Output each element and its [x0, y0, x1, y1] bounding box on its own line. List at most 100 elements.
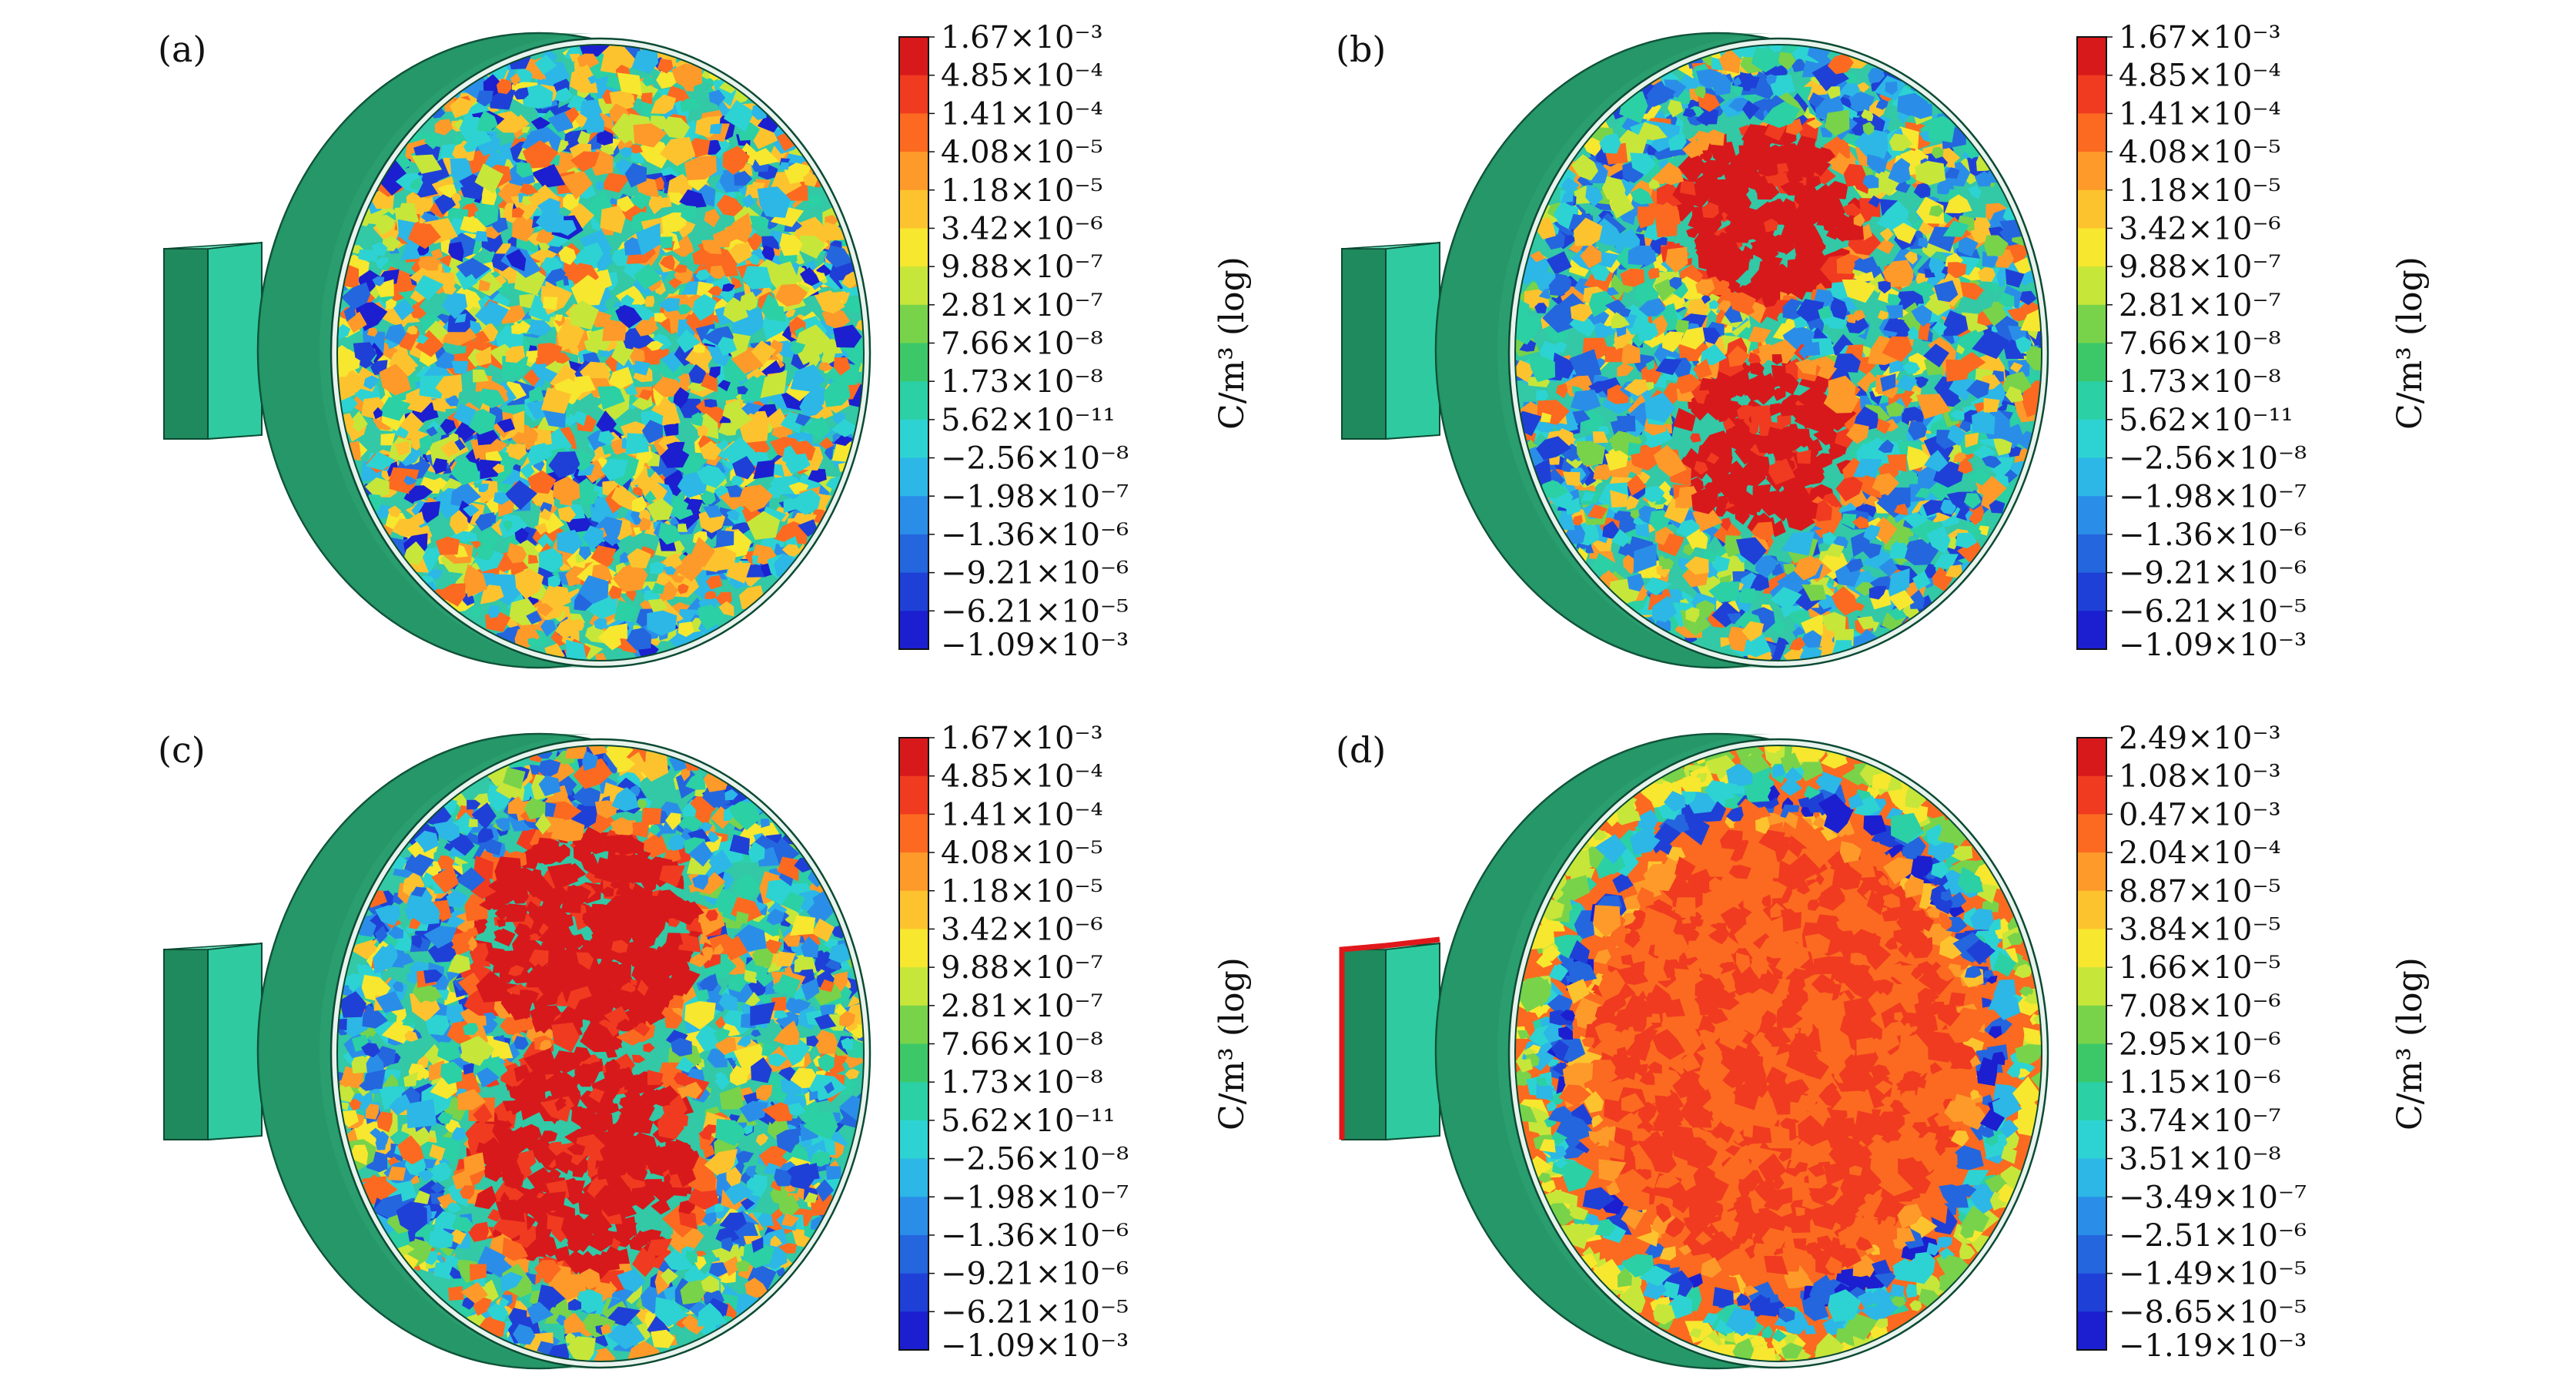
face-cell: [679, 189, 707, 209]
colorbar-segment: [2077, 496, 2106, 535]
face-cell: [535, 208, 565, 233]
face-cell: [590, 545, 617, 568]
colorbar-segment: [899, 189, 928, 229]
disk-rim-shade: [1436, 33, 1778, 668]
colorbar-tick-label: −1.36×10⁻⁶: [941, 517, 1129, 553]
panel-b: (b) 1.67×10⁻³4.85×10⁻⁴1.41×10⁻⁴4.08×10⁻⁵1…: [1336, 20, 2430, 669]
face-cell: [746, 511, 781, 540]
colorbar-tick-label: 9.88×10⁻⁷: [941, 249, 1103, 285]
face-cell: [639, 517, 652, 531]
face-cell: [521, 84, 554, 109]
face-cell: [450, 458, 481, 486]
face-cell: [647, 610, 677, 636]
face-cell: [757, 186, 791, 218]
face-cell: [625, 433, 649, 455]
face-cell: [641, 92, 653, 105]
face-cell: [790, 364, 826, 392]
face-cell: [426, 426, 438, 437]
colorbar-tick-label: −1.36×10⁻⁶: [2119, 517, 2307, 553]
face-cell: [597, 129, 614, 146]
face-cell: [456, 257, 491, 283]
face-cell: [799, 396, 824, 417]
face-cell: [582, 525, 604, 550]
face-cell: [716, 530, 734, 548]
face-cell: [437, 184, 457, 199]
colorbar-tick-label: 4.08×10⁻⁵: [2119, 135, 2281, 170]
face-cell: [647, 598, 667, 614]
face-cell: [695, 269, 711, 281]
face-cell: [1617, 416, 1636, 432]
face-cell: [742, 266, 773, 290]
face-cell: [564, 106, 580, 124]
face-cell: [741, 484, 773, 513]
face-cell: [453, 403, 477, 427]
face-cell: [697, 465, 727, 488]
face-cell: [534, 55, 557, 75]
face-cell: [658, 236, 673, 249]
colorbar-segment: [2077, 343, 2106, 382]
face-cell: [451, 360, 469, 374]
face-cell: [662, 566, 677, 575]
face-cell: [450, 158, 468, 173]
face-cell: [533, 427, 552, 447]
tab-front: [207, 942, 263, 1141]
face-cell: [642, 75, 654, 87]
face-cell: [701, 239, 722, 255]
face-cell: [413, 275, 444, 301]
face-cell: [718, 601, 734, 617]
colorbar-tick-label: 1.18×10⁻⁵: [941, 173, 1103, 209]
face-cell: [698, 604, 721, 631]
face-cell: [502, 356, 529, 381]
face-cell: [448, 241, 464, 263]
face-cell: [1989, 282, 2001, 293]
tab-top: [1341, 242, 1440, 249]
colorbar-tick-label: 2.81×10⁻⁷: [941, 288, 1103, 323]
face-cell: [365, 451, 396, 471]
face-cell: [452, 193, 462, 203]
face-cell: [703, 504, 722, 518]
face-cell: [825, 476, 841, 491]
face-cell: [537, 343, 563, 367]
face-cell: [780, 411, 803, 434]
face-cell: [822, 338, 843, 354]
face-cell: [527, 442, 554, 467]
face-cell: [693, 344, 706, 353]
face-cell: [554, 87, 574, 102]
face-cell: [558, 193, 580, 211]
face-cell: [602, 318, 627, 341]
face-cell: [460, 216, 487, 233]
face-cell: [748, 118, 778, 149]
face-cell: [671, 234, 695, 257]
face-cell: [617, 72, 642, 96]
face-cell: [1877, 310, 1889, 322]
face-cell: [612, 561, 648, 592]
face-cell: [620, 147, 632, 159]
face-cell: [507, 543, 527, 564]
face-cell: [453, 133, 464, 146]
colorbar-segment: [899, 419, 928, 459]
colorbar-segment: [899, 496, 928, 535]
disk-face: [1515, 45, 2042, 661]
colorbar-segment: [899, 572, 928, 611]
face-cell: [527, 638, 541, 648]
face-cell: [658, 523, 683, 545]
face-cell: [440, 439, 460, 457]
colorbar-tick-label: 1.67×10⁻³: [2119, 20, 2281, 55]
face-cell: [477, 110, 498, 132]
face-cell: [1908, 281, 1940, 297]
face-cell: [621, 294, 635, 308]
colorbar-unit-label: C/m³ (log): [1213, 256, 1252, 430]
colorbar-tick-label: −9.21×10⁻⁶: [941, 556, 1129, 591]
face-cell: [445, 395, 459, 407]
face-cell: [760, 370, 788, 398]
face-cell: [727, 484, 743, 497]
face-cell: [491, 274, 507, 287]
face-cell: [375, 214, 396, 236]
panel-label: (b): [1336, 28, 1386, 70]
face-outline: [336, 44, 865, 661]
colorbar-segment: [2077, 189, 2106, 229]
face-cell: [430, 248, 443, 260]
face-cell: [684, 341, 714, 371]
face-cell: [560, 170, 593, 200]
face-cell: [601, 444, 614, 455]
